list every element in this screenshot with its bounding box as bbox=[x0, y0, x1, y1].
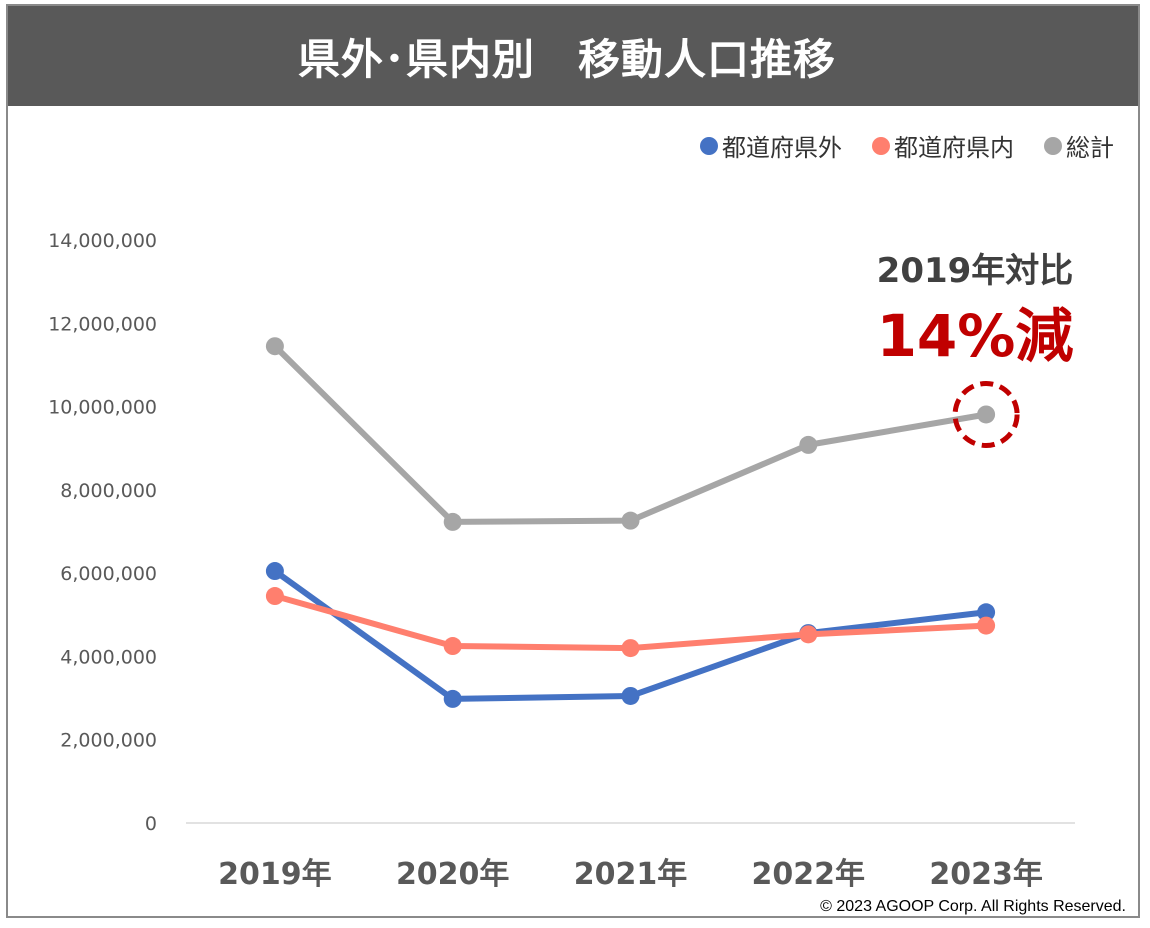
legend-label-outside: 都道府県外 bbox=[722, 134, 842, 162]
axis-layer: 0 2,000,000 4,000,000 6,000,000 8,000,000 10,… bbox=[48, 230, 1075, 892]
series-outside bbox=[265, 562, 996, 708]
series-inside bbox=[265, 587, 996, 658]
annotation-label: 2019年対比 bbox=[877, 251, 1074, 291]
chart-title: 県外･県内別 移動人口推移 bbox=[297, 34, 836, 84]
data-point-total bbox=[443, 512, 462, 531]
title-bar: 県外･県内別 移動人口推移 bbox=[8, 6, 1138, 106]
x-tick-label: 2019年 bbox=[218, 857, 332, 892]
legend-marker-outside bbox=[700, 136, 718, 155]
data-point-total bbox=[265, 337, 284, 356]
y-tick-label: 8,000,000 bbox=[60, 480, 157, 502]
copyright: © 2023 AGOOP Corp. All Rights Reserved. bbox=[820, 898, 1126, 915]
legend: 都道府県外 都道府県内 総計 bbox=[700, 128, 1114, 163]
x-tick-label: 2020年 bbox=[396, 857, 510, 892]
y-tick-label: 6,000,000 bbox=[60, 563, 157, 585]
legend-label-total: 総計 bbox=[1066, 134, 1114, 162]
legend-item-outside: 都道府県外 bbox=[700, 128, 842, 163]
data-point-outside bbox=[265, 562, 284, 581]
highlight-ring bbox=[952, 380, 1020, 448]
data-point-total bbox=[621, 511, 640, 530]
series-line-outside bbox=[271, 568, 990, 702]
data-point-outside bbox=[443, 689, 462, 708]
annotation-layer: 2019年対比 14%減 bbox=[877, 251, 1074, 448]
data-point-inside bbox=[799, 625, 818, 644]
chart-frame: 県外･県内別 移動人口推移 bbox=[6, 4, 1140, 918]
series-line-total bbox=[271, 343, 990, 525]
y-tick-label: 2,000,000 bbox=[60, 730, 157, 752]
legend-marker-inside bbox=[872, 136, 890, 155]
data-point-total bbox=[977, 405, 996, 424]
data-point-inside bbox=[265, 587, 284, 606]
data-point-outside bbox=[977, 603, 996, 622]
y-tick-label: 4,000,000 bbox=[60, 646, 157, 668]
data-point-inside bbox=[443, 637, 462, 656]
x-tick-label: 2021年 bbox=[574, 857, 688, 892]
y-tick-label: 0 bbox=[145, 813, 157, 835]
series-total bbox=[265, 337, 996, 531]
series-layer bbox=[265, 337, 996, 708]
legend-item-inside: 都道府県内 bbox=[872, 128, 1014, 163]
x-tick-label: 2022年 bbox=[752, 857, 866, 892]
data-point-total bbox=[799, 435, 818, 454]
data-point-inside bbox=[621, 639, 640, 658]
legend-label-inside: 都道府県内 bbox=[894, 134, 1014, 162]
y-tick-label: 14,000,000 bbox=[48, 230, 157, 252]
x-tick-label: 2023年 bbox=[929, 857, 1043, 892]
data-point-inside bbox=[977, 616, 996, 635]
legend-marker-total bbox=[1044, 136, 1062, 155]
annotation-value: 14%減 bbox=[877, 302, 1074, 370]
y-tick-label: 12,000,000 bbox=[48, 313, 157, 335]
data-point-outside bbox=[621, 686, 640, 705]
y-tick-label: 10,000,000 bbox=[48, 397, 157, 419]
legend-item-total: 総計 bbox=[1044, 128, 1114, 163]
